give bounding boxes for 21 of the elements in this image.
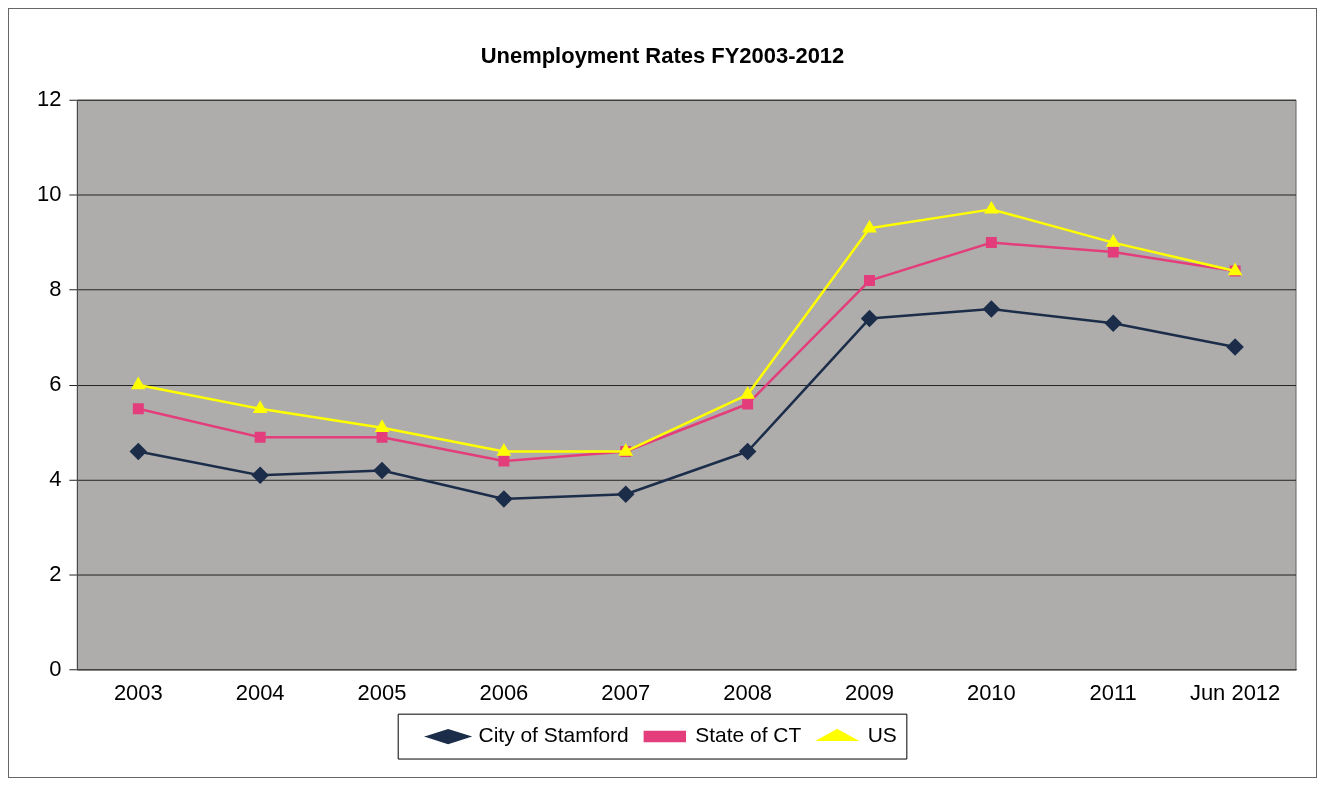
y-tick-label: 12 xyxy=(36,86,62,112)
x-tick-label: 2006 xyxy=(479,680,529,706)
x-tick-label: 2009 xyxy=(845,680,894,706)
x-tick-label: Jun 2012 xyxy=(1189,680,1281,706)
y-tick-label: 6 xyxy=(49,371,62,397)
y-tick-label: 0 xyxy=(49,655,62,681)
x-tick-label: 2004 xyxy=(235,680,285,706)
legend-label: State of CT xyxy=(695,723,802,747)
x-tick-label: 2008 xyxy=(723,680,773,706)
x-tick-label: 2010 xyxy=(966,680,1016,706)
x-tick-label: 2005 xyxy=(357,680,407,706)
chart-title: Unemployment Rates FY2003-2012 xyxy=(480,43,845,69)
x-tick-label: 2007 xyxy=(601,680,651,706)
y-tick-label: 4 xyxy=(49,466,62,492)
y-tick-label: 2 xyxy=(49,560,62,586)
x-tick-label: 2011 xyxy=(1089,680,1137,706)
x-tick-label: 2003 xyxy=(113,680,163,706)
y-tick-label: 10 xyxy=(36,181,62,207)
y-tick-label: 8 xyxy=(49,276,62,302)
legend-label: US xyxy=(867,723,897,747)
legend-label: City of Stamford xyxy=(478,723,629,747)
